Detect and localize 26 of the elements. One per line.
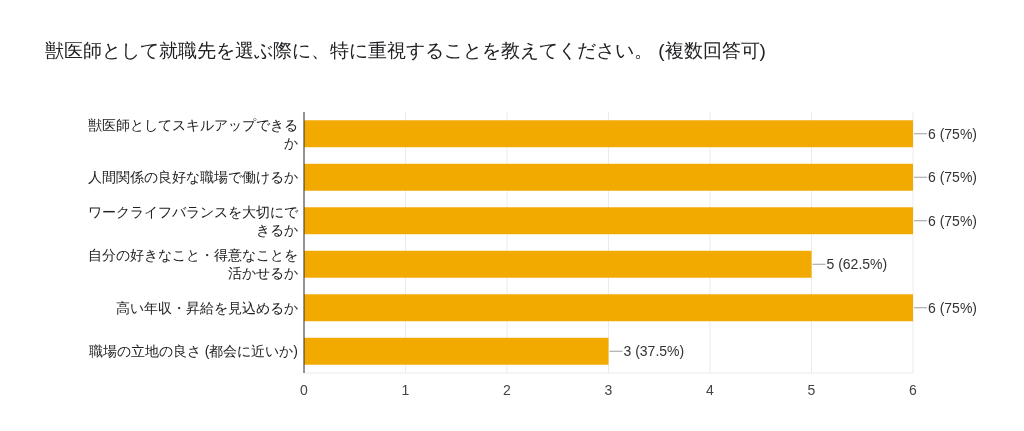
x-tick-label: 1 bbox=[401, 382, 410, 398]
bar bbox=[304, 207, 913, 235]
bar bbox=[304, 294, 913, 322]
y-tick-label: 獣医師としてスキルアップできるか bbox=[88, 116, 298, 151]
y-tick-label: 自分の好きなこと・得意なことを活かせるか bbox=[88, 247, 298, 282]
bar bbox=[304, 250, 812, 278]
bar bbox=[304, 337, 609, 365]
data-label: 5 (62.5%) bbox=[826, 256, 888, 273]
x-tick-label: 0 bbox=[300, 382, 309, 398]
chart-title: 獣医師として就職先を選ぶ際に、特に重視することを教えてください。 (複数回答可) bbox=[45, 40, 766, 61]
x-tick-label: 2 bbox=[503, 382, 512, 398]
data-label: 6 (75%) bbox=[928, 212, 978, 229]
data-label: 6 (75%) bbox=[928, 299, 978, 316]
x-tick-label: 4 bbox=[706, 382, 715, 398]
bar bbox=[304, 120, 913, 148]
data-label: 6 (75%) bbox=[928, 125, 978, 142]
data-label: 3 (37.5%) bbox=[623, 343, 685, 360]
y-tick-label: 人間関係の良好な職場で働けるか bbox=[88, 169, 298, 186]
y-tick-label: ワークライフバランスを大切にできるか bbox=[88, 203, 299, 238]
bar bbox=[304, 163, 913, 191]
x-tick-label: 6 bbox=[909, 382, 918, 398]
data-label: 6 (75%) bbox=[928, 169, 978, 186]
x-tick-label: 5 bbox=[807, 382, 816, 398]
x-tick-label: 3 bbox=[604, 382, 613, 398]
y-tick-label: 高い年収・昇給を見込めるか bbox=[116, 299, 298, 316]
y-tick-label: 職場の立地の良さ (都会に近いか) bbox=[88, 343, 298, 360]
